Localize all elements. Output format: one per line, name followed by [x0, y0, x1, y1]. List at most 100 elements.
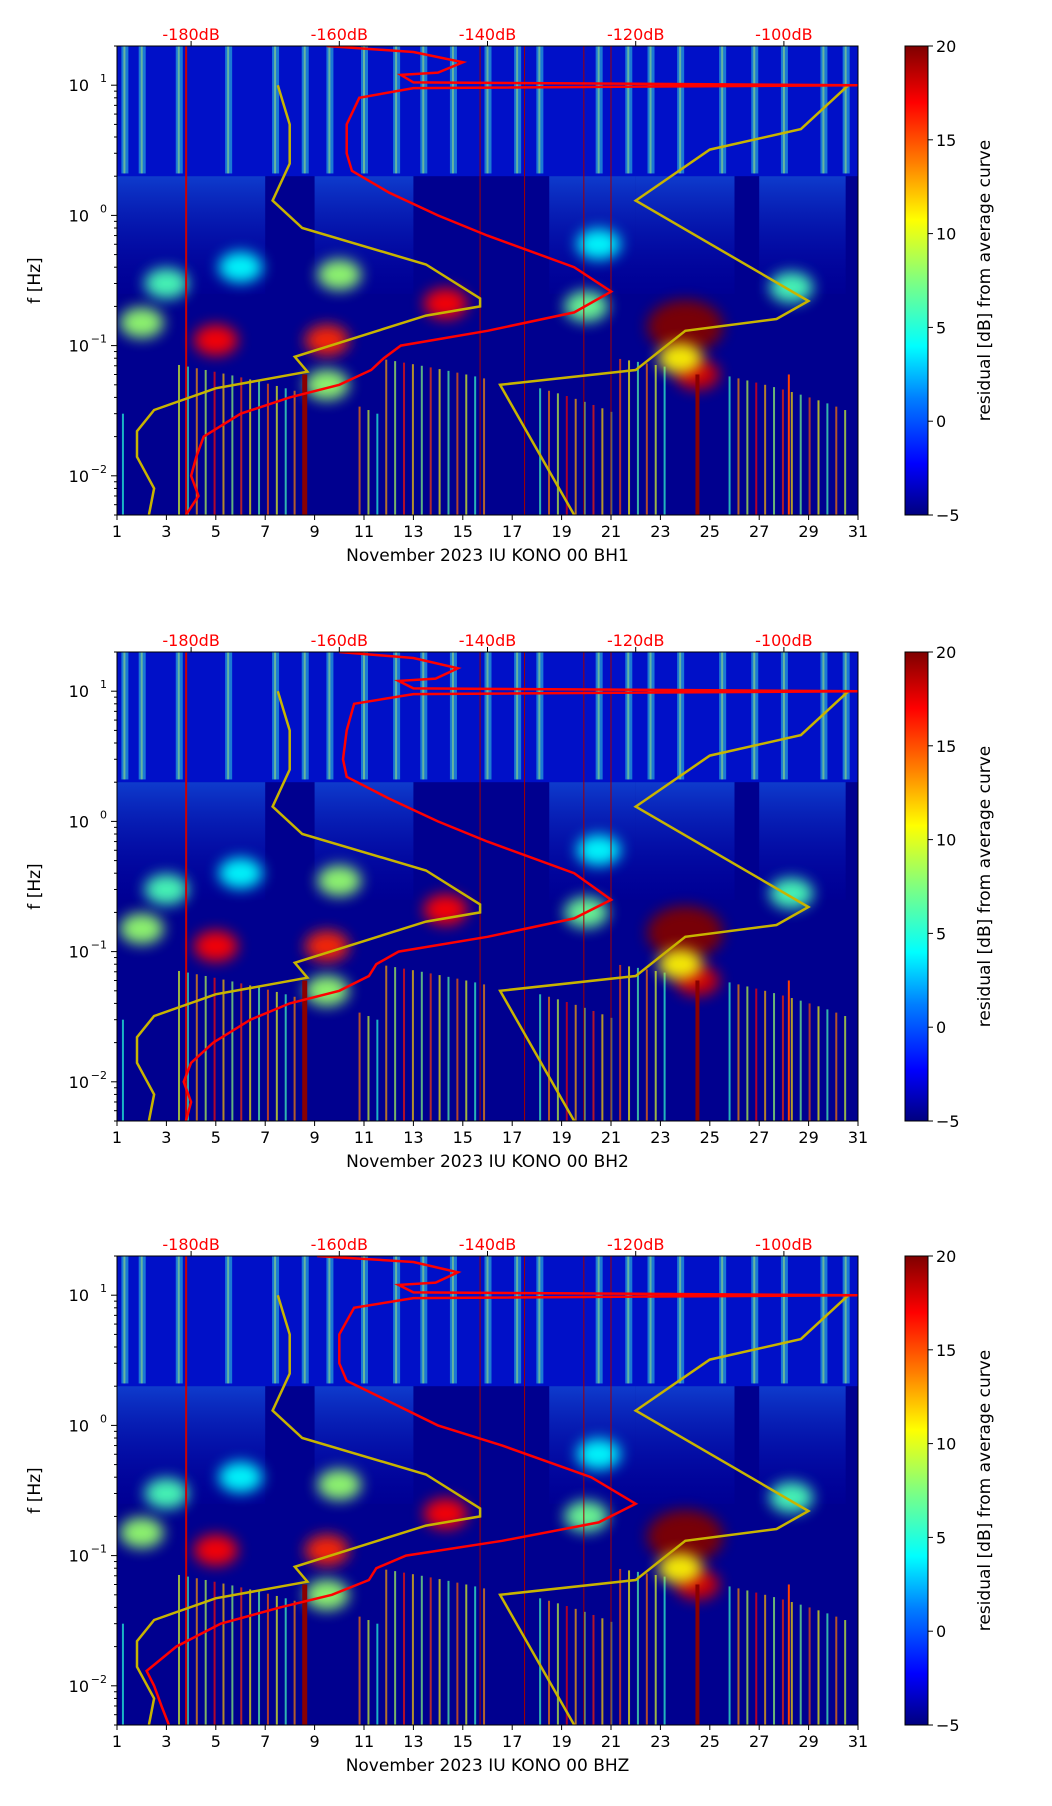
transient-streak: [222, 1583, 225, 1725]
day-stripe: [138, 46, 146, 174]
persistent-line: [787, 980, 790, 1121]
day-stripe: [842, 46, 850, 174]
transient-streak: [773, 387, 776, 515]
event-blob: [304, 975, 349, 1007]
transient-streak: [231, 981, 234, 1121]
x-tick-label: 9: [310, 522, 320, 541]
transient-streak: [293, 996, 296, 1121]
event-blob: [564, 1501, 609, 1532]
day-stripe: [719, 1256, 727, 1384]
day-stripe: [272, 1256, 280, 1384]
transient-streak: [619, 358, 622, 515]
persistent-line: [185, 46, 188, 515]
transient-streak: [438, 369, 441, 515]
day-stripe: [361, 652, 368, 780]
day-stripe: [225, 652, 233, 780]
day-stripe-core: [627, 46, 630, 174]
day-stripe: [677, 652, 685, 780]
x-tick-label: 25: [700, 1732, 720, 1751]
transient-streak: [178, 970, 181, 1121]
y-tick-exponent: −2: [91, 463, 107, 476]
day-stripe: [301, 1256, 309, 1384]
day-stripe-core: [486, 652, 489, 780]
noise-haze: [635, 782, 735, 900]
event-blob: [658, 342, 703, 374]
transient-streak: [746, 986, 749, 1121]
x-tick-label: 19: [551, 1128, 571, 1147]
day-stripe-core: [140, 46, 143, 174]
transient-streak: [275, 991, 278, 1121]
transient-streak: [483, 1588, 486, 1725]
day-stripe: [751, 46, 759, 174]
transient-streak: [539, 1598, 542, 1725]
top-tick-label: -100dB: [755, 25, 812, 44]
y-tick-label: 10: [69, 1286, 89, 1305]
transient-streak: [429, 1577, 432, 1725]
event-blob: [769, 271, 814, 303]
day-stripe: [393, 652, 401, 780]
day-stripe-core: [395, 652, 398, 780]
day-stripe: [842, 1256, 850, 1384]
event-blob: [144, 874, 189, 905]
event-blob: [658, 948, 703, 980]
transient-streak: [231, 1585, 234, 1725]
colorbar-tick-label: 5: [936, 318, 946, 337]
day-stripe-core: [422, 46, 425, 174]
transient-streak: [394, 967, 397, 1121]
transient-streak: [266, 989, 269, 1121]
x-tick-label: 11: [354, 1732, 374, 1751]
event-blob: [658, 1552, 703, 1584]
transient-streak: [178, 364, 181, 515]
transient-streak: [548, 1600, 551, 1725]
x-tick-label: 11: [354, 1128, 374, 1147]
transient-streak: [826, 403, 829, 515]
day-stripe: [842, 652, 850, 780]
day-stripe: [719, 46, 727, 174]
day-stripe-core: [451, 1256, 454, 1384]
day-stripe: [751, 652, 759, 780]
day-stripe: [121, 1256, 129, 1384]
colorbar-tick-label: 10: [936, 831, 956, 850]
event-blob: [193, 1534, 238, 1566]
transient-streak: [663, 366, 666, 515]
event-blob: [576, 834, 621, 866]
day-stripe: [420, 1256, 428, 1384]
colorbar-tick-label: 20: [936, 1247, 956, 1266]
y-tick-exponent: 0: [100, 1412, 107, 1425]
transient-streak: [284, 1598, 287, 1725]
transient-streak: [844, 410, 847, 515]
x-tick-label: 5: [211, 522, 221, 541]
day-stripe-core: [538, 1256, 541, 1384]
transient-streak: [186, 366, 189, 515]
transient-streak: [420, 1575, 423, 1725]
transient-streak: [556, 1603, 559, 1725]
persistent-line: [524, 1256, 526, 1725]
day-stripe-core: [486, 1256, 489, 1384]
day-stripe: [536, 46, 544, 174]
day-stripe-core: [679, 46, 682, 174]
day-stripe: [449, 46, 457, 174]
transient-streak: [385, 359, 388, 515]
transient-streak: [645, 1573, 648, 1725]
colorbar-label: residual [dB] from average curve: [975, 140, 995, 421]
day-stripe: [449, 1256, 457, 1384]
colorbar-tick-label: 0: [936, 412, 946, 431]
transient-streak: [636, 967, 639, 1121]
x-tick-label: 5: [211, 1128, 221, 1147]
y-tick-exponent: −2: [91, 1069, 107, 1082]
transient-streak: [592, 1614, 595, 1725]
transient-streak: [367, 410, 370, 515]
day-stripe-core: [395, 1256, 398, 1384]
y-tick-exponent: 1: [100, 72, 107, 85]
day-stripe-core: [597, 652, 600, 780]
event-blob: [119, 307, 164, 339]
day-stripe-core: [395, 46, 398, 174]
day-stripe-core: [721, 46, 724, 174]
event-blob: [304, 930, 349, 962]
top-tick-label: -160dB: [311, 25, 368, 44]
colorbar-tick-label: 20: [936, 643, 956, 662]
x-tick-label: 9: [310, 1732, 320, 1751]
transient-streak: [755, 1592, 758, 1725]
x-axis-label: November 2023 IU KONO 00 BH1: [346, 546, 629, 566]
